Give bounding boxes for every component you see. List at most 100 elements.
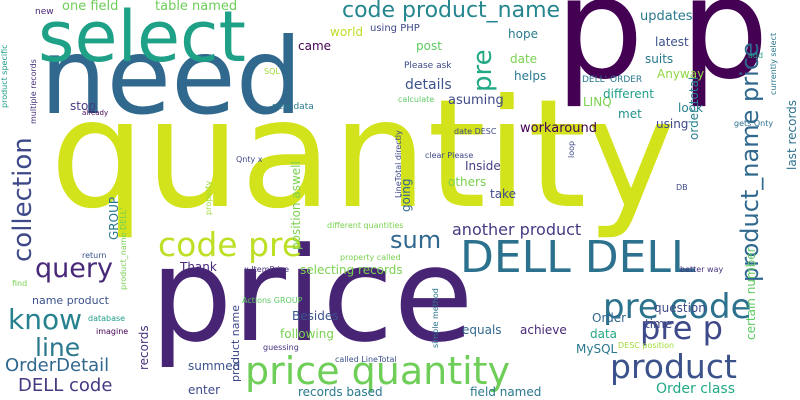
word-already: already <box>82 109 109 117</box>
word-new: new <box>35 7 54 17</box>
word-property-called: property called <box>340 253 401 262</box>
word-besides: Besides <box>292 309 339 323</box>
word-records-based: records based <box>298 385 383 399</box>
word-collection: collection <box>8 137 38 262</box>
word-better-way: better way <box>680 265 724 274</box>
word-post: post <box>416 39 442 53</box>
word-price: price <box>150 219 474 371</box>
word-orderdetail: OrderDetail <box>5 355 110 376</box>
word-code-product-name: code product_name <box>342 0 561 23</box>
word-inside: Inside <box>465 159 501 173</box>
word-gets-qnty: gets Qnty <box>734 119 774 128</box>
word-return: return <box>82 251 107 260</box>
word-know: know <box>8 303 82 336</box>
word-one-field: one field <box>62 0 119 14</box>
word-quantity: quantity <box>50 68 676 242</box>
word-details: details <box>405 77 452 93</box>
word-linq: LINQ <box>583 95 612 109</box>
word-desc-position: DESC position <box>618 341 675 350</box>
word-date: date <box>510 52 538 66</box>
word-stop: stop <box>70 99 96 113</box>
word-enter: enter <box>188 383 221 397</box>
word-pre-code: pre code <box>603 287 752 327</box>
word-latest: latest <box>655 35 689 49</box>
word-pre-p: pre p <box>640 309 723 347</box>
word-simple-method: simple method <box>431 288 440 348</box>
word-find: find <box>12 279 28 288</box>
word-helps: helps <box>514 69 547 83</box>
word-following: following <box>280 327 334 341</box>
word-called-linetotal: called LineTotal <box>335 355 397 364</box>
word-equals: equals <box>462 323 502 337</box>
word-another-product: another product <box>452 220 582 239</box>
word-pre: pre <box>468 49 498 92</box>
word-guessing: guessing <box>263 343 299 352</box>
word-order-total: order total <box>687 76 701 140</box>
word-table-named: table named <box>155 0 238 14</box>
word-calculate: calculate <box>398 95 435 104</box>
word-met: met <box>618 107 642 121</box>
word-loop: loop <box>567 140 576 158</box>
word-summed: summed <box>188 359 241 373</box>
word-product: product <box>610 347 737 386</box>
word-workaround: workaround <box>520 121 597 136</box>
word-last-records: last records <box>785 99 799 170</box>
word-linetotal-directly: LineTotal directly <box>394 130 403 198</box>
word-others: others <box>448 175 487 189</box>
word-name-product: name product <box>32 294 109 307</box>
word-achieve: achieve <box>520 323 567 337</box>
word-product-name-dell: product_name DELL' <box>119 207 128 290</box>
word-certain-number: certain number <box>744 247 758 340</box>
word-question: question <box>654 301 706 315</box>
word-order-class: Order class <box>656 381 735 397</box>
word-sum: sum <box>390 226 442 254</box>
word-need: need <box>40 16 303 138</box>
word-product-name: product name <box>229 305 242 382</box>
word-using-php: using PHP <box>370 23 420 34</box>
word-different-quantities: different quantities <box>327 221 404 230</box>
word-query: query <box>35 253 113 284</box>
word-data: data <box>590 327 618 341</box>
word-selecting-records: selecting records <box>300 263 403 277</box>
word-add: add <box>748 51 764 60</box>
word-world: world <box>330 25 364 39</box>
word-dell-code: DELL code <box>18 375 113 396</box>
word-multiple-records: multiple records <box>29 59 38 124</box>
word-price-quantity: price quantity <box>245 349 511 393</box>
word-mysql: MySQL <box>576 342 618 356</box>
word-different: different <box>603 87 654 101</box>
word-sql: SQL <box>264 67 280 76</box>
word-p-2: p <box>680 0 769 111</box>
word-suits: suits <box>645 52 674 66</box>
word-actions-group: Actions GROUP <box>242 296 303 305</box>
word-thank: Thank <box>180 260 217 274</box>
word-p-1: p <box>555 0 644 111</box>
word-dell-dell: DELL DELL <box>460 232 696 283</box>
word-anyway: Anyway <box>657 67 705 81</box>
word-db: DB <box>676 183 688 192</box>
word-take: take <box>490 187 516 201</box>
word-came: came <box>298 39 332 53</box>
word-records: records <box>137 325 151 370</box>
word-property: property <box>204 180 213 215</box>
word-qnty-x: Qnty x <box>236 155 263 164</box>
word-new-data: new data <box>272 102 314 112</box>
word-please-ask: Please ask <box>404 61 452 71</box>
word-hope: hope <box>508 27 538 41</box>
word-time: time <box>645 317 673 331</box>
word-asuming: asuming <box>448 93 504 108</box>
word-field-named: field named <box>470 385 542 399</box>
word-database: database <box>88 314 126 323</box>
word-order: Order <box>592 311 627 325</box>
word-dell-order: DELL' ORDER <box>582 75 643 85</box>
word-code-pre: code pre <box>158 225 303 264</box>
word-updates: updates <box>640 9 693 24</box>
word-using: using <box>656 117 689 131</box>
word-line: line <box>35 333 81 362</box>
word-select: select <box>38 0 246 78</box>
word-currently-select: currently select <box>769 32 778 95</box>
word-imagine: imagine <box>96 327 129 336</box>
word-x-itemprice: x ItemPrice <box>244 265 290 274</box>
word-product-specific: product specific <box>0 44 9 108</box>
